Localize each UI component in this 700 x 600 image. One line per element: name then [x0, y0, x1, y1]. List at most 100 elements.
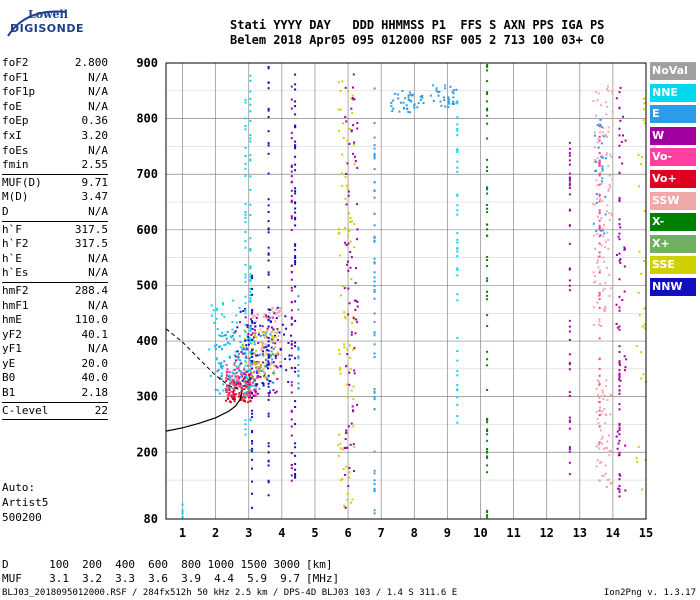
autoscaling-info: Auto: Artist5 500200 — [2, 480, 48, 525]
header-cell: 713 — [503, 33, 526, 47]
echo-point — [274, 320, 277, 323]
echo-point — [239, 359, 242, 362]
echo-point — [241, 372, 244, 375]
echo-point — [597, 384, 600, 387]
echo-point — [267, 374, 270, 377]
echo-point — [456, 267, 459, 270]
echo-point — [256, 361, 259, 364]
header-cell: Stati — [230, 18, 267, 32]
echo-point — [407, 94, 410, 97]
echo-point — [257, 331, 260, 334]
param-separator — [2, 173, 108, 175]
echo-point — [243, 384, 246, 387]
echo-point — [261, 331, 264, 334]
echo-point — [266, 364, 269, 367]
param-name: fmin — [2, 158, 29, 172]
echo-point — [349, 266, 352, 269]
echo-point — [249, 97, 252, 100]
echo-point — [600, 126, 603, 129]
echo-point — [214, 347, 217, 350]
echo-point — [618, 433, 621, 436]
echo-point — [448, 102, 451, 105]
echo-point — [251, 352, 254, 355]
echo-point — [345, 465, 348, 468]
echo-point — [274, 342, 277, 345]
echo-point — [290, 286, 293, 289]
echo-point — [353, 318, 356, 321]
echo-point — [244, 375, 247, 378]
echo-point — [254, 391, 257, 394]
echo-point — [224, 343, 227, 346]
echo-point — [607, 130, 610, 133]
auto-code: 500200 — [2, 511, 42, 524]
echo-point — [601, 435, 604, 438]
echo-point — [240, 375, 243, 378]
echo-point — [337, 444, 340, 447]
echo-point — [592, 202, 595, 205]
echo-point — [215, 358, 218, 361]
echo-point — [263, 373, 266, 376]
header-cell: RSF — [431, 33, 454, 47]
echo-point — [350, 389, 353, 392]
echo-point — [267, 67, 270, 70]
echo-point — [284, 357, 287, 360]
echo-point — [264, 346, 267, 349]
echo-point — [607, 188, 610, 191]
echo-point — [373, 469, 376, 472]
echo-point — [456, 396, 459, 399]
echo-point — [351, 322, 354, 325]
echo-point — [259, 370, 262, 373]
echo-point — [606, 210, 609, 213]
echo-point — [233, 361, 236, 364]
echo-point — [262, 367, 265, 370]
echo-point — [263, 371, 266, 374]
param-value: 40.0 — [81, 371, 109, 385]
echo-point — [273, 331, 276, 334]
echo-point — [233, 386, 236, 389]
header-cell: PPS — [532, 18, 555, 32]
echo-point — [599, 171, 602, 174]
echo-point — [599, 429, 602, 432]
param-row: hmF2 288.4 — [2, 284, 108, 299]
echo-point — [274, 346, 277, 349]
echo-point — [265, 365, 268, 368]
echo-point — [568, 446, 571, 449]
echo-point — [447, 96, 450, 99]
echo-point — [601, 134, 604, 137]
echo-point — [341, 122, 344, 125]
echo-point — [259, 364, 262, 367]
echo-point — [598, 383, 601, 386]
param-name: foEs — [2, 143, 29, 157]
echo-point — [215, 317, 218, 320]
echo-point — [610, 212, 613, 215]
echo-point — [595, 410, 598, 413]
echo-point — [226, 374, 229, 377]
echo-point — [252, 338, 255, 341]
echo-point — [606, 152, 609, 155]
echo-point — [251, 367, 254, 370]
echo-point — [244, 167, 247, 170]
echo-point — [249, 175, 252, 178]
echo-point — [608, 478, 611, 481]
echo-point — [604, 447, 607, 450]
echo-point — [373, 122, 376, 125]
echo-point — [285, 327, 288, 330]
echo-point — [220, 335, 223, 338]
echo-point — [294, 474, 297, 477]
echo-point — [257, 342, 260, 345]
param-row: foF2 2.800 — [2, 56, 108, 71]
echo-point — [267, 273, 270, 276]
param-value: 0.36 — [81, 114, 109, 128]
echo-point — [253, 394, 256, 397]
echo-point — [244, 383, 247, 386]
echo-point — [601, 177, 604, 180]
echo-point — [348, 471, 351, 474]
echo-point — [294, 207, 297, 210]
echo-point — [346, 139, 349, 142]
echo-point — [373, 237, 376, 240]
echo-point — [287, 380, 290, 383]
echo-point — [210, 314, 213, 317]
echo-point — [270, 340, 273, 343]
echo-point — [618, 423, 621, 426]
echo-point — [251, 430, 254, 433]
